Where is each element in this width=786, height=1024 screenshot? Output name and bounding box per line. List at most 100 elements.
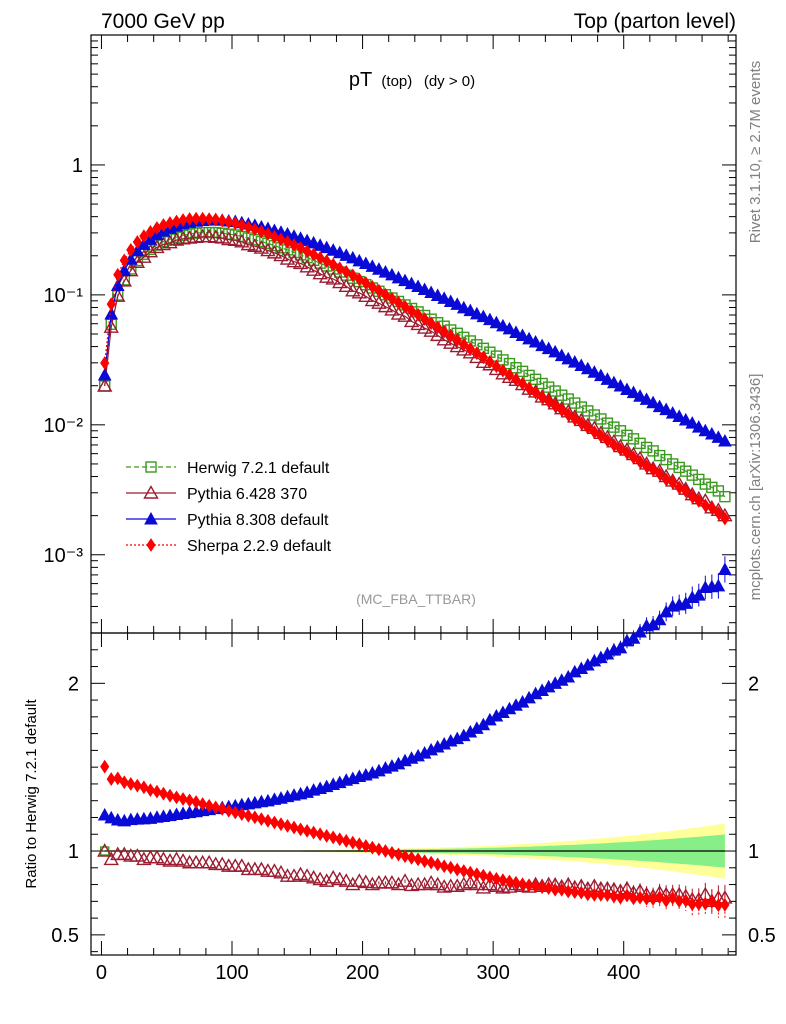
data-point-sherpa [557,403,567,417]
data-point-sherpa [380,287,391,302]
ratio-point-pythia6 [364,876,381,891]
ratio-point-sherpa [106,772,116,786]
ratio-point-sherpa [622,888,632,903]
ratio-point-sherpa [269,815,280,830]
ratio-point-sherpa [171,790,182,805]
ratio-point-pythia6 [149,849,165,864]
data-point-pythia8 [561,351,576,365]
ratio-point-pythia6 [175,853,191,867]
data-point-pythia8 [404,276,419,290]
data-point-pythia8 [613,378,628,392]
mcplots-info-label: mcplots.cern.ch [arXiv:1306.3436] [747,374,764,601]
ratio-point-pythia6 [345,876,361,891]
data-point-pythia8 [659,402,673,416]
data-point-herwig [588,409,601,421]
rivet-info-label: Rivet 3.1.10, ≥ 2.7M events [747,61,764,244]
data-point-sherpa [393,295,404,310]
data-point-pythia6 [273,247,289,262]
data-point-pythia8 [678,412,693,426]
legend-label: Pythia 8.308 default [187,512,329,529]
data-point-pythia8 [522,331,536,345]
data-point-pythia8 [541,341,556,355]
data-point-pythia8 [345,250,360,264]
ratio-point-pythia8 [613,640,628,654]
data-point-sherpa [576,416,586,431]
ratio-point-pythia6 [247,861,263,876]
data-point-pythia8 [698,423,713,437]
ratio-point-sherpa [165,788,175,803]
data-point-pythia6 [253,240,270,254]
data-point-pythia8 [437,291,452,304]
data-point-sherpa [517,376,528,391]
data-point-pythia6 [279,251,296,265]
data-point-pythia8 [385,267,399,281]
data-point-pythia8 [117,263,132,276]
header-left-label: 7000 GeV pp [101,10,225,33]
data-point-pythia6 [403,313,420,328]
data-point-pythia8 [411,279,425,293]
ratio-point-sherpa [713,898,723,913]
data-point-pythia6 [312,265,328,280]
ratio-point-pythia8 [633,624,647,638]
data-point-pythia6 [266,244,283,259]
ratio-point-sherpa [589,887,599,902]
data-point-sherpa [204,212,214,227]
x-tick-label: 100 [215,962,248,984]
data-point-herwig [699,478,712,490]
data-point-sherpa [348,268,358,283]
ratio-point-pythia6 [97,843,113,857]
ratio-y-tick-label: 1 [68,841,79,863]
ratio-point-sherpa [289,820,299,835]
x-tick-label: 200 [346,962,379,984]
ratio-point-sherpa [217,802,227,816]
data-point-pythia8 [110,278,125,291]
data-point-sherpa [374,283,384,298]
data-point-pythia8 [620,382,634,396]
data-point-sherpa [256,224,266,239]
ratio-point-sherpa [602,888,612,902]
ratio-point-sherpa [145,783,156,798]
data-point-pythia6 [292,255,309,270]
data-point-pythia8 [483,312,497,326]
data-point-sherpa [641,459,652,474]
ratio-point-pythia8 [718,562,732,575]
ratio-point-sherpa [655,890,665,905]
data-point-sherpa [367,279,377,294]
ratio-point-sherpa [230,805,240,820]
ratio-point-pythia8 [97,807,112,821]
ratio-point-sherpa [641,891,652,906]
ratio-point-sherpa [707,894,717,909]
data-point-herwig [621,429,633,442]
data-point-pythia8 [515,328,530,341]
data-point-pythia6 [443,335,459,349]
data-point-sherpa [126,243,136,257]
legend: Herwig 7.2.1 default Pythia 6.428 370 Pyth… [126,460,332,555]
ratio-point-sherpa [517,877,528,892]
ratio-point-sherpa [596,887,606,902]
data-point-pythia6 [332,274,348,289]
data-point-sherpa [465,341,475,356]
data-point-pythia8 [554,348,569,362]
plot-title-sub: (top) [381,73,412,90]
ratio-point-sherpa [635,890,645,905]
data-point-sherpa [230,216,240,231]
data-point-sherpa [472,346,482,361]
ratio-point-sherpa [315,827,325,842]
x-tick-label: 400 [607,962,640,984]
data-point-pythia8 [567,355,582,368]
data-point-sherpa [269,229,280,244]
ratio-point-pythia6 [168,851,185,866]
ratio-point-sherpa [126,777,136,791]
data-point-herwig [601,417,614,429]
data-point-sherpa [282,235,293,249]
ratio-point-sherpa [557,882,567,897]
data-point-sherpa [387,291,397,306]
ratio-point-sherpa [524,878,534,893]
data-point-sherpa [583,420,593,435]
ratio-point-sherpa [583,887,593,902]
ratio-point-pythia6 [429,876,446,891]
ratio-point-pythia6 [162,853,178,867]
legend-marker-pythia6 [143,485,159,499]
plot-title: pT (top) (dy > 0) [349,69,475,91]
ratio-point-sherpa [361,839,371,853]
